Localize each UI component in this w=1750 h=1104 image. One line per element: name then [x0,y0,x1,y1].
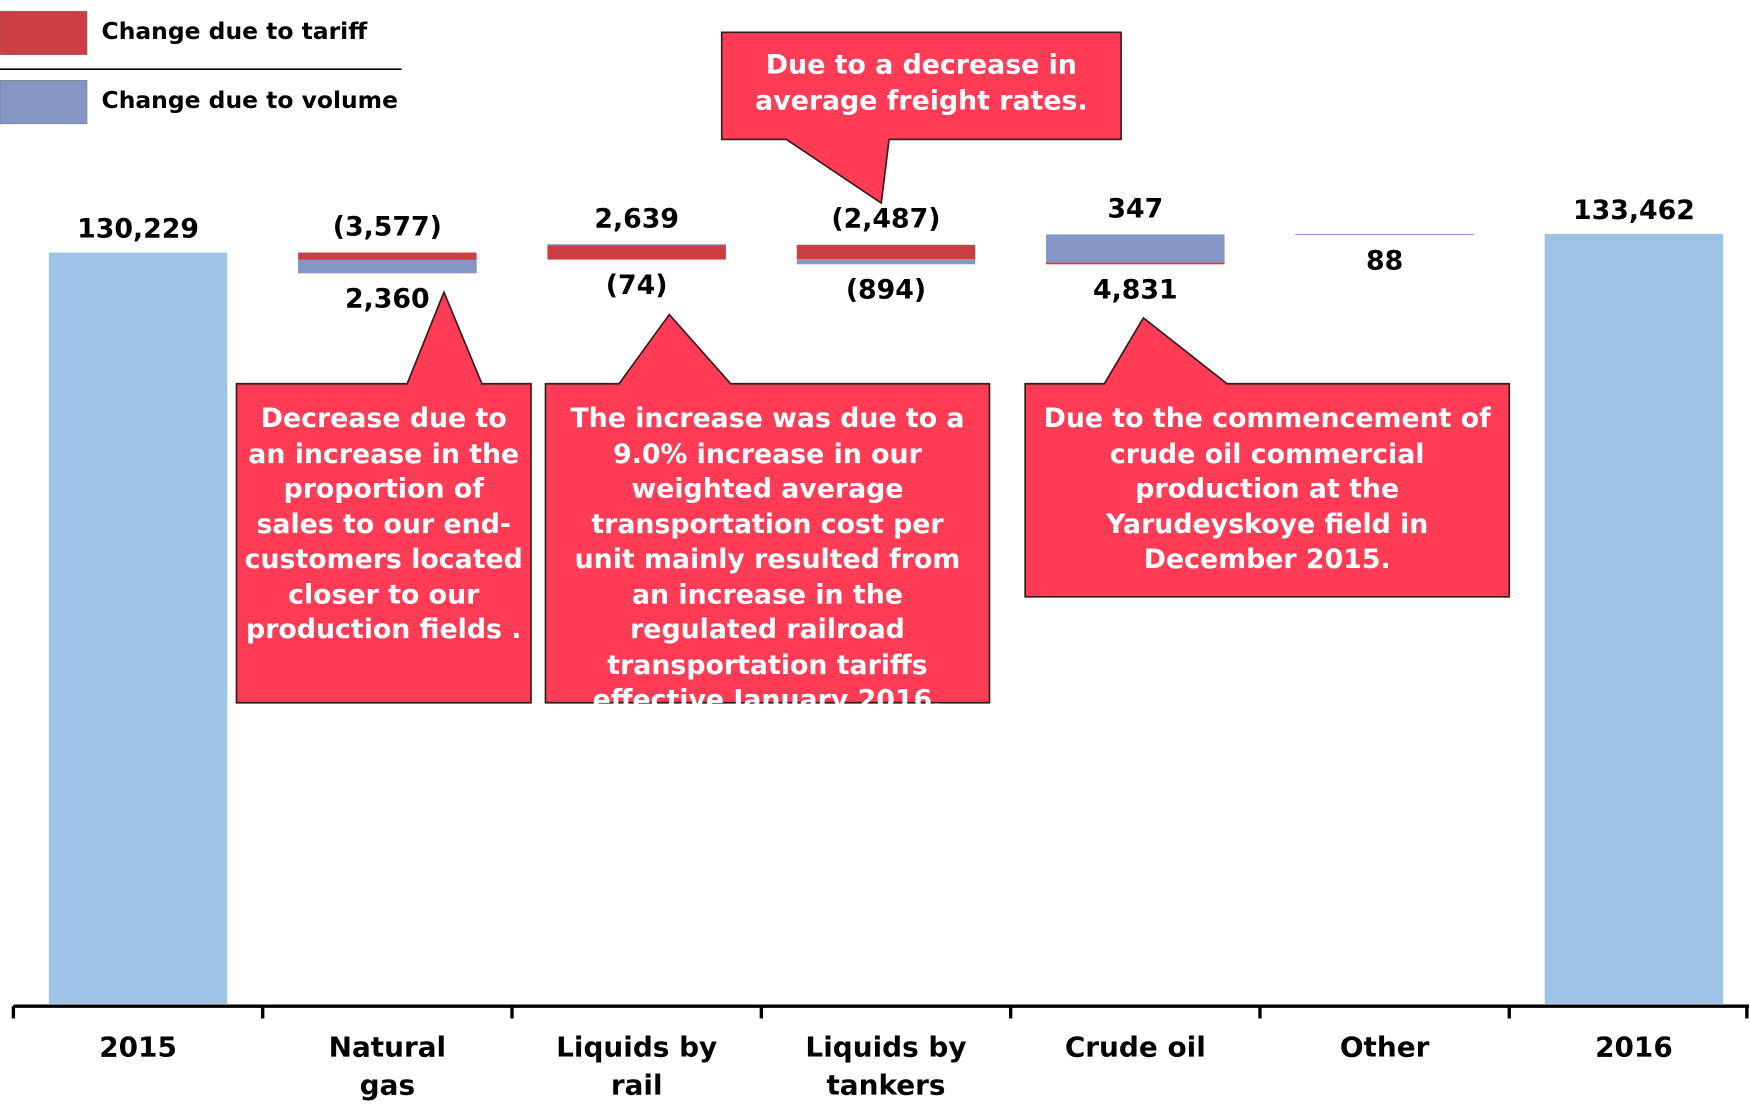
total-bar [48,252,228,1004]
delta-bar [796,259,976,265]
legend-swatch [0,80,88,125]
total-label: 130,229 [77,214,199,245]
callout-text: The increase was due to a 9.0% increase … [570,402,965,716]
delta-label: 4,831 [1093,275,1178,306]
callout-shapes [235,31,1511,704]
legend-swatch [0,10,88,55]
callout-text: Due to a decrease in average freight rat… [755,49,1088,116]
callout-box [720,31,1122,205]
delta-label: (894) [846,275,926,306]
delta-bar [547,244,726,246]
callout-box [1024,316,1511,598]
legend-label: Change due to volume [101,87,398,114]
delta-label: (3,577) [333,212,442,243]
x-tick-label: Liquids by tankers [805,1030,967,1101]
delta-bar [1295,233,1474,236]
total-label: 133,462 [1573,195,1695,226]
x-tick-label: Crude oil [1064,1030,1206,1064]
delta-bar [547,244,726,260]
delta-label: (74) [606,270,668,301]
x-tick-label: 2015 [99,1030,177,1064]
total-bar [1544,233,1724,1004]
delta-bar [796,244,976,260]
callout-box [544,313,991,704]
x-tick-label: Other [1339,1030,1430,1064]
delta-bar [1046,234,1225,263]
delta-label: 88 [1366,245,1403,276]
callout-text: Decrease due to an increase in the propo… [244,402,523,645]
delta-label: 2,639 [594,203,679,234]
delta-label: 2,360 [345,283,430,314]
callout-box [235,290,532,704]
x-tick-label: 2016 [1595,1030,1673,1064]
delta-bar [1046,262,1225,265]
x-tick-label: Liquids by rail [556,1030,718,1101]
legend-label: Change due to tariff [101,17,368,45]
delta-label: (2,487) [831,204,940,235]
delta-bar [298,259,477,274]
x-tick-label: Natural gas [328,1030,447,1101]
delta-label: 347 [1107,193,1163,224]
callout-text: Due to the commencement of crude oil com… [1043,402,1491,575]
